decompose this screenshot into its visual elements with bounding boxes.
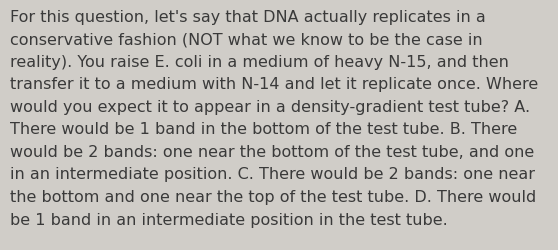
Text: reality). You raise E. coli in a medium of heavy N-15, and then: reality). You raise E. coli in a medium … xyxy=(10,55,509,70)
Text: transfer it to a medium with N-14 and let it replicate once. Where: transfer it to a medium with N-14 and le… xyxy=(10,77,538,92)
Text: be 1 band in an intermediate position in the test tube.: be 1 band in an intermediate position in… xyxy=(10,212,448,226)
Text: would you expect it to appear in a density-gradient test tube? A.: would you expect it to appear in a densi… xyxy=(10,100,530,114)
Text: in an intermediate position. C. There would be 2 bands: one near: in an intermediate position. C. There wo… xyxy=(10,167,535,182)
Text: the bottom and one near the top of the test tube. D. There would: the bottom and one near the top of the t… xyxy=(10,189,536,204)
Text: There would be 1 band in the bottom of the test tube. B. There: There would be 1 band in the bottom of t… xyxy=(10,122,517,137)
Text: would be 2 bands: one near the bottom of the test tube, and one: would be 2 bands: one near the bottom of… xyxy=(10,144,534,159)
Text: For this question, let's say that DNA actually replicates in a: For this question, let's say that DNA ac… xyxy=(10,10,486,25)
Text: conservative fashion (NOT what we know to be the case in: conservative fashion (NOT what we know t… xyxy=(10,32,483,47)
